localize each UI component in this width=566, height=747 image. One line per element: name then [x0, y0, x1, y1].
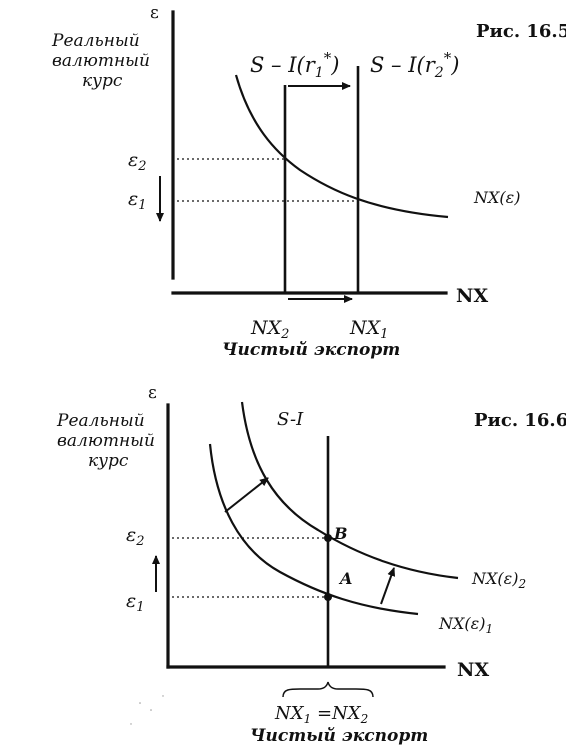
svg-text:S – I(r2*): S – I(r2*): [370, 49, 459, 81]
nx1-label: NX1: [349, 317, 388, 342]
y-axis-label-line2: валютный: [52, 51, 150, 71]
e1-label: ε1: [128, 188, 146, 213]
y-axis-symbol: ε: [148, 383, 157, 403]
y-axis-label-line3: курс: [88, 451, 129, 471]
scan-noise: [130, 695, 164, 725]
point-b-label: B: [333, 524, 348, 543]
e2-label: ε2: [126, 524, 144, 549]
x-axis-label: NX: [457, 659, 489, 681]
nx-equal-label: NX1 =NX2: [274, 703, 368, 726]
svg-text:S – I(r1*): S – I(r1*): [250, 49, 339, 81]
e2-label: ε2: [128, 149, 146, 174]
x-axis-label: NX: [456, 285, 488, 307]
s-i-label-1: S – I(r1*): [250, 49, 339, 81]
y-axis-label-line2: валютный: [57, 431, 155, 451]
figure-caption: Рис. 16.6: [474, 410, 566, 431]
nx-curve-2: [240, 401, 459, 580]
y-axis-label-line1: Реальный: [51, 31, 140, 51]
s-i-label-2: S – I(r2*): [370, 49, 459, 81]
nx-curve-2-label: NX(ε)2: [471, 569, 526, 591]
e1-label: ε1: [126, 590, 144, 615]
s-i-label: S-I: [277, 409, 304, 430]
x-axis-caption: Чистый экспорт: [250, 726, 428, 746]
nx-curve-label: NX(ε): [473, 188, 520, 207]
point-a-label: A: [338, 569, 352, 588]
figure-16-5: Рис. 16.5 ε Реальный валютный курс NX S …: [51, 3, 566, 360]
figure-caption: Рис. 16.5: [476, 21, 566, 42]
nx-curve-1-label: NX(ε)1: [438, 614, 493, 636]
nx-curve: [234, 74, 449, 219]
y-axis-label-line1: Реальный: [56, 411, 145, 431]
equilibrium-point-b: [324, 534, 332, 542]
figure-16-6: Рис. 16.6 ε Реальный валютный курс NX S-…: [56, 383, 566, 746]
nx-curve-1: [208, 443, 419, 616]
y-axis-label-line3: курс: [82, 71, 123, 91]
equilibrium-point-a: [324, 593, 332, 601]
nx-brace: [282, 681, 374, 698]
x-axis-caption: Чистый экспорт: [222, 340, 400, 360]
y-axis-symbol: ε: [150, 3, 159, 23]
curve-shift-arrow-right: [380, 567, 396, 605]
nx2-label: NX2: [250, 317, 289, 342]
curve-shift-arrow-left: [224, 477, 269, 513]
